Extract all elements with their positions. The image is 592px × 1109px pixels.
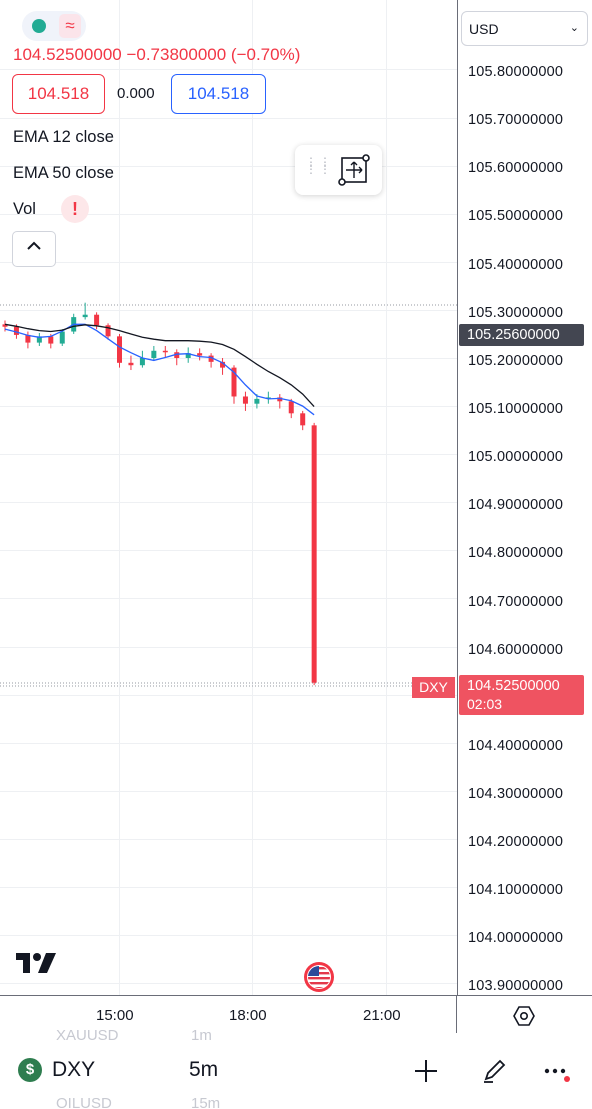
price-scale[interactable]: 105.80000000 105.70000000 105.60000000 1… [457,0,592,995]
wave-icon: ≈ [59,14,81,38]
indicator-ema12[interactable]: EMA 12 close [13,128,114,146]
indicator-ema50[interactable]: EMA 50 close [13,164,114,182]
price-tick: 105.40000000 [468,257,564,273]
reference-price: 105.25600000 [467,327,560,343]
price-tick: 104.80000000 [468,545,564,561]
symbol-price-label: DXY [412,677,455,698]
price-tick: 104.00000000 [468,930,564,946]
ema12-line [4,323,315,416]
candle-body [2,324,8,327]
price-tick: 104.10000000 [468,882,564,898]
ema50-line [4,323,315,408]
spread-value: 0.000 [117,85,155,102]
price-tick: 105.60000000 [468,160,564,176]
collapse-legend-button[interactable] [12,231,56,267]
candle-body [139,358,145,366]
bar-countdown: 02:03 [467,696,503,712]
price-tick: 105.30000000 [468,305,564,321]
market-status-pill[interactable]: ≈ [22,11,86,41]
candle-body [174,352,180,358]
symbol-picker-ghost-above: XAUUSD [56,1027,119,1044]
measure-tool-icon[interactable] [337,153,371,187]
drawing-pen-icon[interactable] [480,1055,510,1085]
last-price-tag: 104.52500000 02:03 [459,675,584,715]
candle-body [128,362,134,366]
price-tick: 103.90000000 [468,978,564,994]
interval-picker-ghost-below: 15m [191,1095,221,1109]
time-tick: 18:00 [229,1007,267,1024]
alert-icon[interactable]: ! [61,195,89,223]
candle-body [277,397,283,402]
candle-body [300,413,306,426]
price-chart[interactable] [0,0,457,995]
price-tick: 105.80000000 [468,64,564,80]
candle-body [242,396,248,404]
drag-handle-icon[interactable]: ⋮⋮ ⋮⋮ [305,155,333,176]
last-price: 104.52500000 [467,678,560,694]
bottom-toolbar: XAUUSD 1m OILUSD 15m $ DXY 5m [0,1027,592,1109]
chart-canvas[interactable] [0,0,457,995]
candle-body [48,336,54,344]
add-icon[interactable] [411,1056,441,1086]
price-tick: 104.60000000 [468,642,564,658]
candle-body [13,326,19,335]
price-tick: 104.20000000 [468,834,564,850]
candle-body [231,367,237,397]
axis-divider [456,996,457,1034]
candle-body [265,397,271,399]
price-tick: 104.30000000 [468,786,564,802]
price-tick: 105.70000000 [468,112,564,128]
us-economic-event-icon[interactable] [303,961,335,993]
symbol-picker-ghost-below: OILUSD [56,1095,112,1109]
more-options-icon[interactable] [541,1057,575,1087]
buy-button[interactable]: 104.518 [171,74,266,114]
indicator-volume[interactable]: Vol [13,200,36,218]
candle-body [82,314,88,318]
candle-body [311,425,317,683]
floating-drawing-toolbar[interactable]: ⋮⋮ ⋮⋮ [295,145,382,195]
interval-selector[interactable]: 5m [189,1058,219,1081]
chevron-down-icon: ⌄ [569,22,579,34]
candle-body [185,353,191,358]
candle-body [151,350,157,358]
price-tick: 104.90000000 [468,497,564,513]
settings-hexagon-icon[interactable] [512,1004,536,1028]
price-tick: 105.10000000 [468,401,564,417]
time-scale[interactable]: 15:00 18:00 21:00 [0,995,592,1034]
candle-body [36,336,42,343]
price-tick: 105.20000000 [468,353,564,369]
candle-body [162,350,168,353]
time-tick: 15:00 [96,1007,134,1024]
candle-body [105,325,111,337]
market-open-icon [32,19,46,33]
symbol-selector[interactable]: DXY [52,1058,96,1081]
price-tick: 105.50000000 [468,208,564,224]
candle-body [59,331,65,344]
time-tick: 21:00 [363,1007,401,1024]
candle-body [220,361,226,368]
price-tick: 104.40000000 [468,738,564,754]
candle-body [117,336,122,363]
interval-picker-ghost-above: 1m [191,1027,212,1044]
candle-body [197,353,203,356]
currency-label: USD [469,21,499,37]
tradingview-logo[interactable] [16,953,60,975]
candle-body [25,334,31,343]
currency-dropdown[interactable]: USD ⌄ [461,11,588,46]
chevron-up-icon [26,238,42,254]
price-change: 104.52500000 −0.73800000 (−0.70%) [13,45,301,64]
price-tick: 105.00000000 [468,449,564,465]
dollar-symbol-icon[interactable]: $ [18,1058,42,1082]
reference-price-tag: 105.25600000 [459,324,584,346]
price-tick: 104.70000000 [468,594,564,610]
candle-body [254,398,260,404]
candle-body [288,401,294,414]
candle-body [208,355,214,362]
candle-body [94,314,100,326]
sell-button[interactable]: 104.518 [12,74,105,114]
